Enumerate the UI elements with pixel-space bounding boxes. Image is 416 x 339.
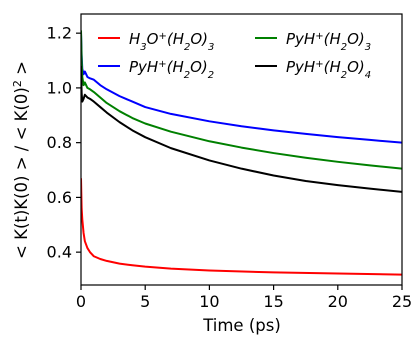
y-tick-label: 1.0 [47, 78, 72, 97]
legend-label-3: PyH+(H2O)3 [286, 30, 371, 53]
x-axis-ticks: 0 5 10 15 20 25 [76, 285, 412, 311]
x-tick-label: 10 [199, 292, 219, 311]
legend: H3O+(H2O)3 PyH+(H2O)3 PyH+(H2O)2 PyH+(H2O)4 [98, 30, 371, 81]
y-tick-label: 0.4 [47, 243, 72, 262]
series-line-4 [81, 65, 402, 193]
y-tick-label: 1.2 [47, 24, 72, 43]
legend-label-4: PyH+(H2O)4 [286, 58, 371, 81]
plot-area [80, 13, 403, 286]
series-line-3 [81, 30, 402, 170]
x-tick-label: 15 [263, 292, 283, 311]
series-line-1 [81, 178, 402, 276]
y-axis-ticks: 0.4 0.6 0.8 1.0 1.2 [47, 24, 81, 262]
y-tick-label: 0.8 [47, 133, 72, 152]
y-axis-title-main: < K(t)K(0) > / < K(0) [12, 87, 31, 259]
plot-frame [80, 13, 403, 286]
legend-label-2: PyH+(H2O)2 [129, 58, 214, 81]
x-axis-title: Time (ps) [202, 316, 281, 335]
x-tick-label: 20 [328, 292, 348, 311]
x-tick-label: 0 [76, 292, 86, 311]
y-axis-title-exponent: 2 [11, 80, 24, 87]
x-tick-label: 5 [140, 292, 150, 311]
series-line-2 [81, 33, 402, 144]
legend-label-1: H3O+(H2O)3 [129, 30, 214, 53]
y-tick-label: 0.6 [47, 188, 72, 207]
y-axis-title: < K(t)K(0) > / < K(0)2 > [11, 61, 32, 259]
y-axis-title-tail: > [12, 61, 31, 80]
x-tick-label: 25 [392, 292, 412, 311]
